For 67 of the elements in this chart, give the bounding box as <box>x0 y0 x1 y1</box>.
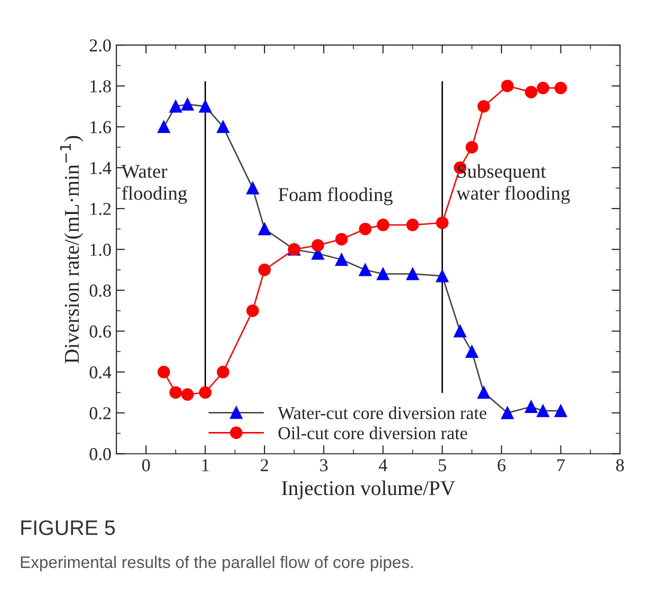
y-tick-label: 1.0 <box>90 244 111 256</box>
text: FIGURE 5 <box>21 520 115 536</box>
point <box>554 82 567 94</box>
point <box>454 324 466 338</box>
point <box>501 406 514 420</box>
annotation: Subsequent water flooding <box>456 164 570 204</box>
x-tick-label: 8 <box>616 459 624 472</box>
x-tick-label: 2 <box>260 459 268 472</box>
x-axis-title: Injection volume/PV <box>282 480 456 500</box>
y-tick-label: 2.0 <box>90 39 111 52</box>
point <box>246 304 259 317</box>
point <box>169 100 182 113</box>
annotation: Foam flooding <box>278 187 393 206</box>
point <box>406 268 419 280</box>
x-tick-label: 4 <box>378 459 388 472</box>
y-tick-label: 0.0 <box>90 448 111 460</box>
y-tick-label: 1.8 <box>90 80 111 92</box>
legend-label: Oil-cut core diversion rate <box>278 426 468 440</box>
point <box>524 86 538 98</box>
point <box>436 270 449 282</box>
annotation: Water flooding <box>121 164 187 204</box>
point <box>216 120 230 134</box>
point <box>376 218 390 232</box>
point <box>181 98 194 111</box>
y-tick-label: 1.4 <box>90 162 112 174</box>
y-tick-label: 0.8 <box>90 284 111 297</box>
point <box>406 218 419 232</box>
x-tick-label: 1 <box>202 459 209 472</box>
point <box>199 386 212 399</box>
point <box>181 388 194 401</box>
point <box>158 120 170 134</box>
x-tick-label: 3 <box>320 459 328 472</box>
point <box>536 404 550 418</box>
y-tick-label: 0.2 <box>90 407 111 420</box>
point <box>358 264 372 276</box>
point <box>466 345 478 358</box>
point <box>199 100 212 113</box>
point <box>312 239 324 252</box>
x-tick-label: 5 <box>438 459 446 472</box>
y-tick-label: 1.6 <box>90 121 112 134</box>
y-tick-label: 1.2 <box>90 202 111 216</box>
x-tick-label: 6 <box>498 459 506 472</box>
x-tick-label: 0 <box>142 459 150 472</box>
point <box>501 80 514 92</box>
y-tick-label: 0.4 <box>90 366 112 379</box>
point <box>536 82 550 94</box>
point <box>216 366 230 378</box>
point <box>358 222 372 236</box>
point <box>477 100 490 113</box>
point <box>554 404 567 418</box>
point <box>524 400 538 414</box>
point <box>258 222 271 236</box>
point <box>376 268 390 280</box>
text: Experimental results of the parallel flow of core pipes. <box>20 556 413 572</box>
point <box>335 253 348 266</box>
y-tick-label: 0.6 <box>90 325 112 338</box>
y-axis-title: Diversion rate/(mL·min$^{−1}$) <box>60 136 84 364</box>
point <box>466 140 478 154</box>
legend-label: Water-cut core diversion rate <box>278 406 486 420</box>
point <box>169 386 182 399</box>
point <box>258 264 271 276</box>
point <box>477 386 490 399</box>
x-tick-label: 7 <box>557 459 565 472</box>
point <box>335 232 348 246</box>
point <box>158 366 170 378</box>
point <box>246 182 259 194</box>
point <box>436 216 449 230</box>
